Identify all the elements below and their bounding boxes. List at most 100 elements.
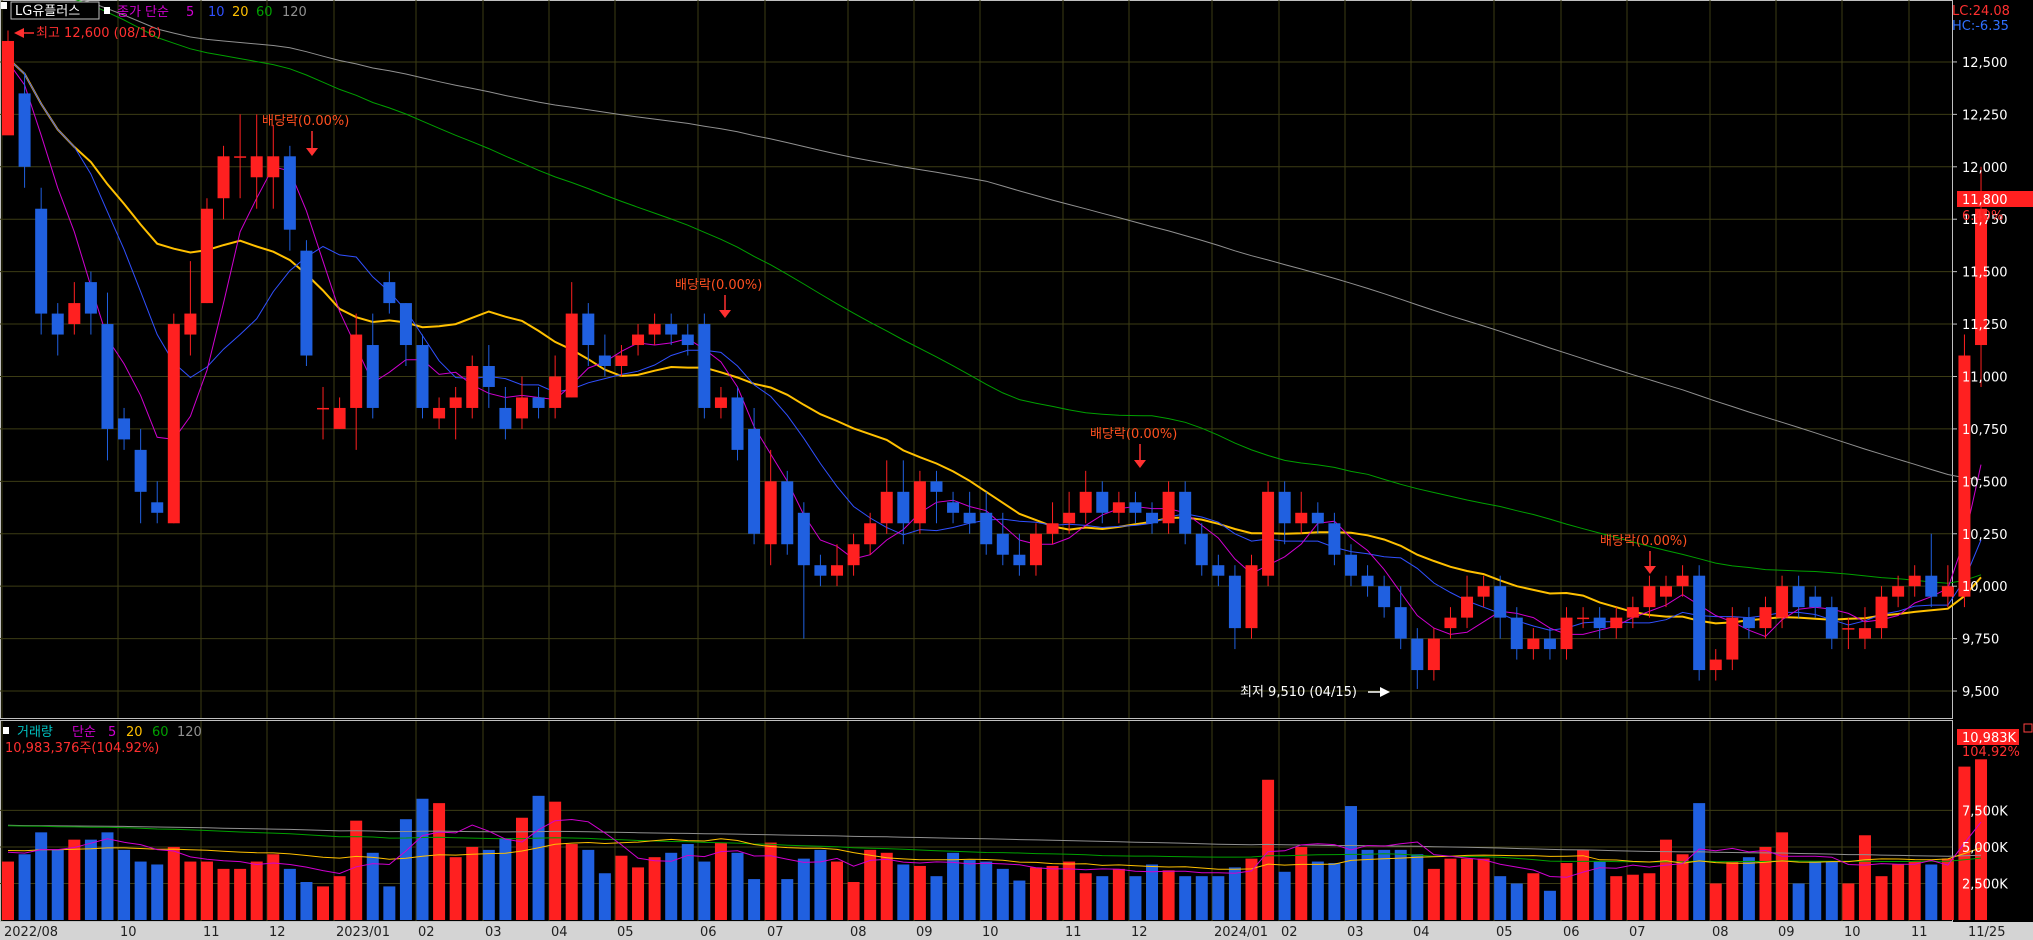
candle[interactable] (1328, 512, 1341, 566)
candle[interactable] (814, 554, 827, 587)
candle-body[interactable] (1660, 586, 1672, 597)
volume-bar[interactable] (333, 876, 346, 920)
candle-body[interactable] (1046, 523, 1059, 534)
candle[interactable] (1311, 502, 1324, 534)
volume-bar[interactable] (1013, 880, 1026, 920)
candle[interactable] (2, 30, 14, 136)
candle[interactable] (101, 292, 114, 461)
candle-body[interactable] (1394, 607, 1407, 639)
volume-bar[interactable] (963, 860, 976, 920)
volume-bar[interactable] (996, 868, 1009, 920)
candle[interactable] (1477, 575, 1490, 608)
candle-body[interactable] (200, 208, 213, 304)
candle[interactable] (1195, 523, 1208, 576)
candle[interactable] (947, 491, 960, 524)
volume-bar[interactable] (51, 849, 64, 920)
candle[interactable] (1626, 596, 1639, 629)
expand-icon[interactable] (2023, 723, 2033, 733)
candle[interactable] (1344, 544, 1357, 587)
candle-body[interactable] (565, 313, 578, 398)
candle[interactable] (1527, 628, 1540, 660)
volume-bar[interactable] (1510, 883, 1523, 920)
volume-bar[interactable] (482, 849, 495, 920)
volume-bar[interactable] (1245, 858, 1258, 920)
candle-body[interactable] (1626, 607, 1639, 618)
candle-body[interactable] (1809, 596, 1822, 608)
candle-body[interactable] (1693, 575, 1706, 671)
candle-body[interactable] (1875, 596, 1888, 629)
volume-bar[interactable] (1560, 863, 1573, 920)
candle[interactable] (68, 282, 81, 335)
candle[interactable] (167, 313, 180, 524)
candle[interactable] (1560, 607, 1573, 660)
volume-bar[interactable] (1825, 861, 1838, 920)
volume-bar[interactable] (814, 849, 827, 920)
candle[interactable] (1941, 565, 1954, 608)
candle[interactable] (234, 114, 247, 199)
candle[interactable] (698, 313, 711, 419)
candle-body[interactable] (1792, 586, 1805, 608)
candle-body[interactable] (731, 397, 744, 450)
candle[interactable] (1593, 607, 1606, 639)
candle-body[interactable] (1295, 512, 1308, 524)
candle[interactable] (1112, 491, 1125, 524)
volume-bar[interactable] (698, 861, 711, 920)
volume-bar[interactable] (1610, 876, 1623, 920)
volume-bar[interactable] (1709, 883, 1722, 920)
candle[interactable] (1958, 334, 1971, 608)
candle-body[interactable] (68, 303, 81, 325)
candle[interactable] (1212, 554, 1225, 587)
candle[interactable] (1925, 533, 1938, 608)
volume-bar[interactable] (1925, 864, 1938, 920)
candle[interactable] (681, 324, 694, 356)
volume-bar[interactable] (1195, 876, 1208, 920)
volume-bar[interactable] (831, 861, 843, 920)
candle[interactable] (267, 124, 280, 209)
candle-body[interactable] (1892, 586, 1905, 597)
candle[interactable] (582, 303, 595, 366)
candle-body[interactable] (1179, 491, 1192, 534)
candle-body[interactable] (134, 449, 147, 492)
volume-bar[interactable] (433, 803, 446, 920)
volume-bar[interactable] (1858, 835, 1871, 920)
candle-body[interactable] (1643, 586, 1656, 608)
candle[interactable] (366, 313, 379, 419)
candle[interactable] (549, 355, 562, 419)
candle[interactable] (1792, 575, 1805, 618)
candle-body[interactable] (1427, 638, 1440, 671)
volume-bar[interactable] (1228, 867, 1241, 920)
candle[interactable] (1278, 481, 1291, 545)
candle[interactable] (1577, 607, 1590, 629)
volume-bar[interactable] (1941, 858, 1954, 920)
volume-bar[interactable] (466, 846, 479, 920)
candle-body[interactable] (1461, 596, 1474, 618)
candle[interactable] (1394, 586, 1407, 650)
candle-body[interactable] (217, 156, 230, 199)
candle[interactable] (200, 198, 213, 304)
candle-body[interactable] (1494, 586, 1507, 618)
volume-bar[interactable] (1975, 759, 1988, 920)
volume-bar[interactable] (84, 839, 97, 920)
candle[interactable] (847, 533, 860, 576)
candle-body[interactable] (1096, 491, 1109, 513)
candle-body[interactable] (963, 512, 976, 524)
volume-bar[interactable] (565, 844, 578, 920)
candle-body[interactable] (283, 156, 296, 230)
volume-bar[interactable] (399, 819, 412, 920)
volume-bar[interactable] (101, 832, 114, 920)
volume-bar[interactable] (68, 839, 81, 920)
candle-body[interactable] (1311, 512, 1324, 524)
candle[interactable] (980, 491, 993, 555)
candle[interactable] (134, 428, 147, 524)
candle-body[interactable] (84, 282, 97, 314)
candle[interactable] (1146, 502, 1159, 534)
volume-bar[interactable] (449, 857, 462, 920)
volume-bar[interactable] (1427, 868, 1440, 920)
candle-body[interactable] (1245, 565, 1258, 629)
volume-bar[interactable] (1063, 861, 1076, 920)
candle[interactable] (1726, 607, 1739, 671)
volume-bar[interactable] (35, 832, 48, 920)
candle-body[interactable] (1908, 575, 1921, 587)
candle[interactable] (1543, 628, 1556, 660)
candle-body[interactable] (234, 156, 247, 158)
